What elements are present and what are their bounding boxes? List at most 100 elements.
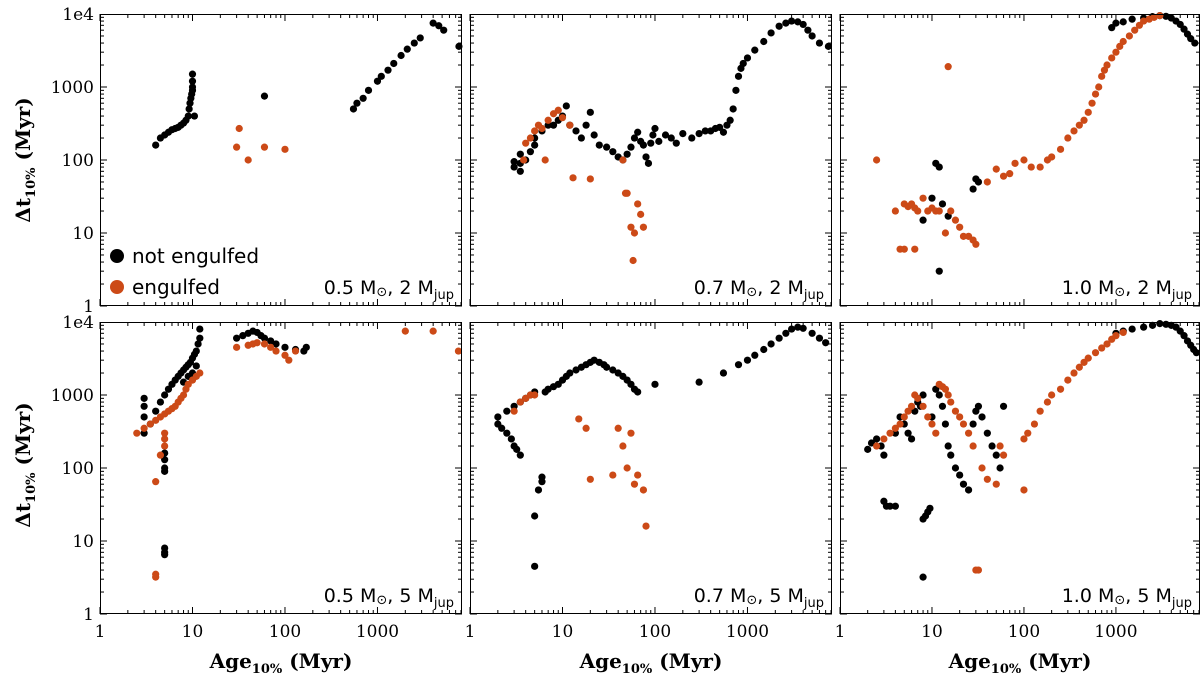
- point-engulfed: [999, 172, 1008, 180]
- y-tick-label: 10: [72, 224, 94, 244]
- point-engulfed: [538, 124, 546, 133]
- point-not-engulfed: [410, 39, 418, 47]
- point-not-engulfed: [799, 324, 807, 332]
- point-not-engulfed: [429, 19, 437, 27]
- point-engulfed: [569, 174, 577, 182]
- point-not-engulfed: [996, 464, 1004, 472]
- point-engulfed: [1095, 83, 1103, 91]
- point-engulfed: [1103, 340, 1111, 348]
- point-not-engulfed: [655, 137, 663, 145]
- point-engulfed: [873, 442, 881, 450]
- point-engulfed: [281, 351, 289, 359]
- point-engulfed: [566, 121, 574, 129]
- point-not-engulfed: [192, 347, 200, 355]
- point-engulfed: [510, 407, 518, 415]
- point-not-engulfed: [808, 329, 816, 337]
- point-engulfed: [235, 124, 243, 133]
- panels: 0.5 M⊙, 2 Mjup 1 10 100 1000 1e4 0.7 M⊙, 2 Mju…: [51, 5, 1200, 642]
- point-engulfed: [609, 471, 617, 479]
- point-engulfed: [526, 134, 535, 142]
- point-not-engulfed: [919, 391, 927, 399]
- point-not-engulfed: [891, 502, 899, 510]
- point-engulfed: [886, 429, 894, 437]
- point-not-engulfed: [751, 351, 759, 359]
- point-not-engulfed: [353, 99, 361, 107]
- point-not-engulfed: [513, 445, 521, 453]
- point-engulfed: [634, 471, 642, 479]
- point-not-engulfed: [649, 131, 657, 139]
- point-not-engulfed: [534, 486, 543, 494]
- point-not-engulfed: [531, 512, 539, 520]
- point-not-engulfed: [782, 19, 790, 27]
- point-engulfed: [1091, 349, 1100, 357]
- point-engulfed: [880, 435, 888, 443]
- point-not-engulfed: [239, 332, 247, 340]
- point-not-engulfed: [767, 29, 775, 37]
- point-engulfed: [1084, 108, 1092, 116]
- point-engulfed: [152, 573, 160, 581]
- point-engulfed: [919, 194, 927, 202]
- point-engulfed: [233, 143, 241, 151]
- point-not-engulfed: [549, 121, 558, 129]
- point-engulfed: [1030, 420, 1039, 428]
- point-not-engulfed: [1180, 332, 1188, 340]
- point-not-engulfed: [743, 356, 752, 364]
- point-not-engulfed: [919, 573, 927, 581]
- point-not-engulfed: [152, 407, 160, 415]
- point-engulfed: [935, 207, 943, 215]
- point-not-engulfed: [359, 94, 367, 102]
- point-engulfed: [140, 424, 148, 432]
- point-engulfed: [1156, 12, 1164, 20]
- point-not-engulfed: [964, 486, 973, 494]
- point-not-engulfed: [188, 70, 197, 78]
- point-not-engulfed: [526, 148, 535, 156]
- point-engulfed: [941, 385, 950, 393]
- point-engulfed: [179, 391, 188, 399]
- point-not-engulfed: [688, 134, 696, 142]
- point-not-engulfed: [767, 340, 775, 348]
- point-engulfed: [619, 156, 627, 164]
- point-not-engulfed: [799, 20, 807, 29]
- y-tick-label: 1: [83, 297, 94, 317]
- point-not-engulfed: [974, 402, 983, 410]
- point-engulfed: [630, 229, 639, 237]
- legend-marker-not-engulfed: [110, 249, 124, 263]
- point-engulfed: [520, 156, 528, 164]
- point-not-engulfed: [152, 141, 160, 149]
- point-engulfed: [161, 429, 169, 437]
- point-engulfed: [978, 464, 986, 472]
- point-not-engulfed: [233, 334, 241, 342]
- panel-4: 0.5 M⊙, 5 Mjup 1 10 100 1000 1e4 1 10 100 1000: [51, 313, 463, 642]
- point-not-engulfed: [140, 402, 148, 410]
- point-engulfed: [1036, 163, 1044, 171]
- panel-2: 0.7 M⊙, 2 Mjup: [469, 14, 833, 307]
- point-not-engulfed: [267, 337, 275, 345]
- point-not-engulfed: [788, 17, 796, 25]
- point-not-engulfed: [873, 435, 881, 443]
- point-not-engulfed: [729, 105, 737, 113]
- panel-label: 0.7 M⊙, 5 Mjup: [694, 585, 824, 611]
- point-engulfed: [1043, 398, 1052, 406]
- point-not-engulfed: [935, 267, 943, 275]
- point-not-engulfed: [384, 66, 392, 74]
- point-not-engulfed: [886, 502, 894, 510]
- point-not-engulfed: [679, 129, 687, 138]
- point-not-engulfed: [627, 143, 635, 151]
- point-not-engulfed: [140, 413, 148, 421]
- point-engulfed: [642, 522, 650, 530]
- point-not-engulfed: [947, 451, 955, 459]
- point-not-engulfed: [1128, 15, 1136, 23]
- point-engulfed: [161, 435, 169, 443]
- point-engulfed: [959, 232, 968, 240]
- point-engulfed: [1112, 332, 1120, 340]
- point-not-engulfed: [586, 108, 594, 116]
- point-not-engulfed: [732, 86, 740, 94]
- point-engulfed: [947, 398, 955, 406]
- point-engulfed: [1070, 127, 1078, 135]
- x-tick-label: 100: [1008, 622, 1040, 642]
- point-engulfed: [1075, 121, 1083, 129]
- point-not-engulfed: [494, 413, 502, 421]
- point-engulfed: [614, 424, 622, 432]
- point-not-engulfed: [603, 363, 611, 371]
- point-not-engulfed: [416, 34, 424, 42]
